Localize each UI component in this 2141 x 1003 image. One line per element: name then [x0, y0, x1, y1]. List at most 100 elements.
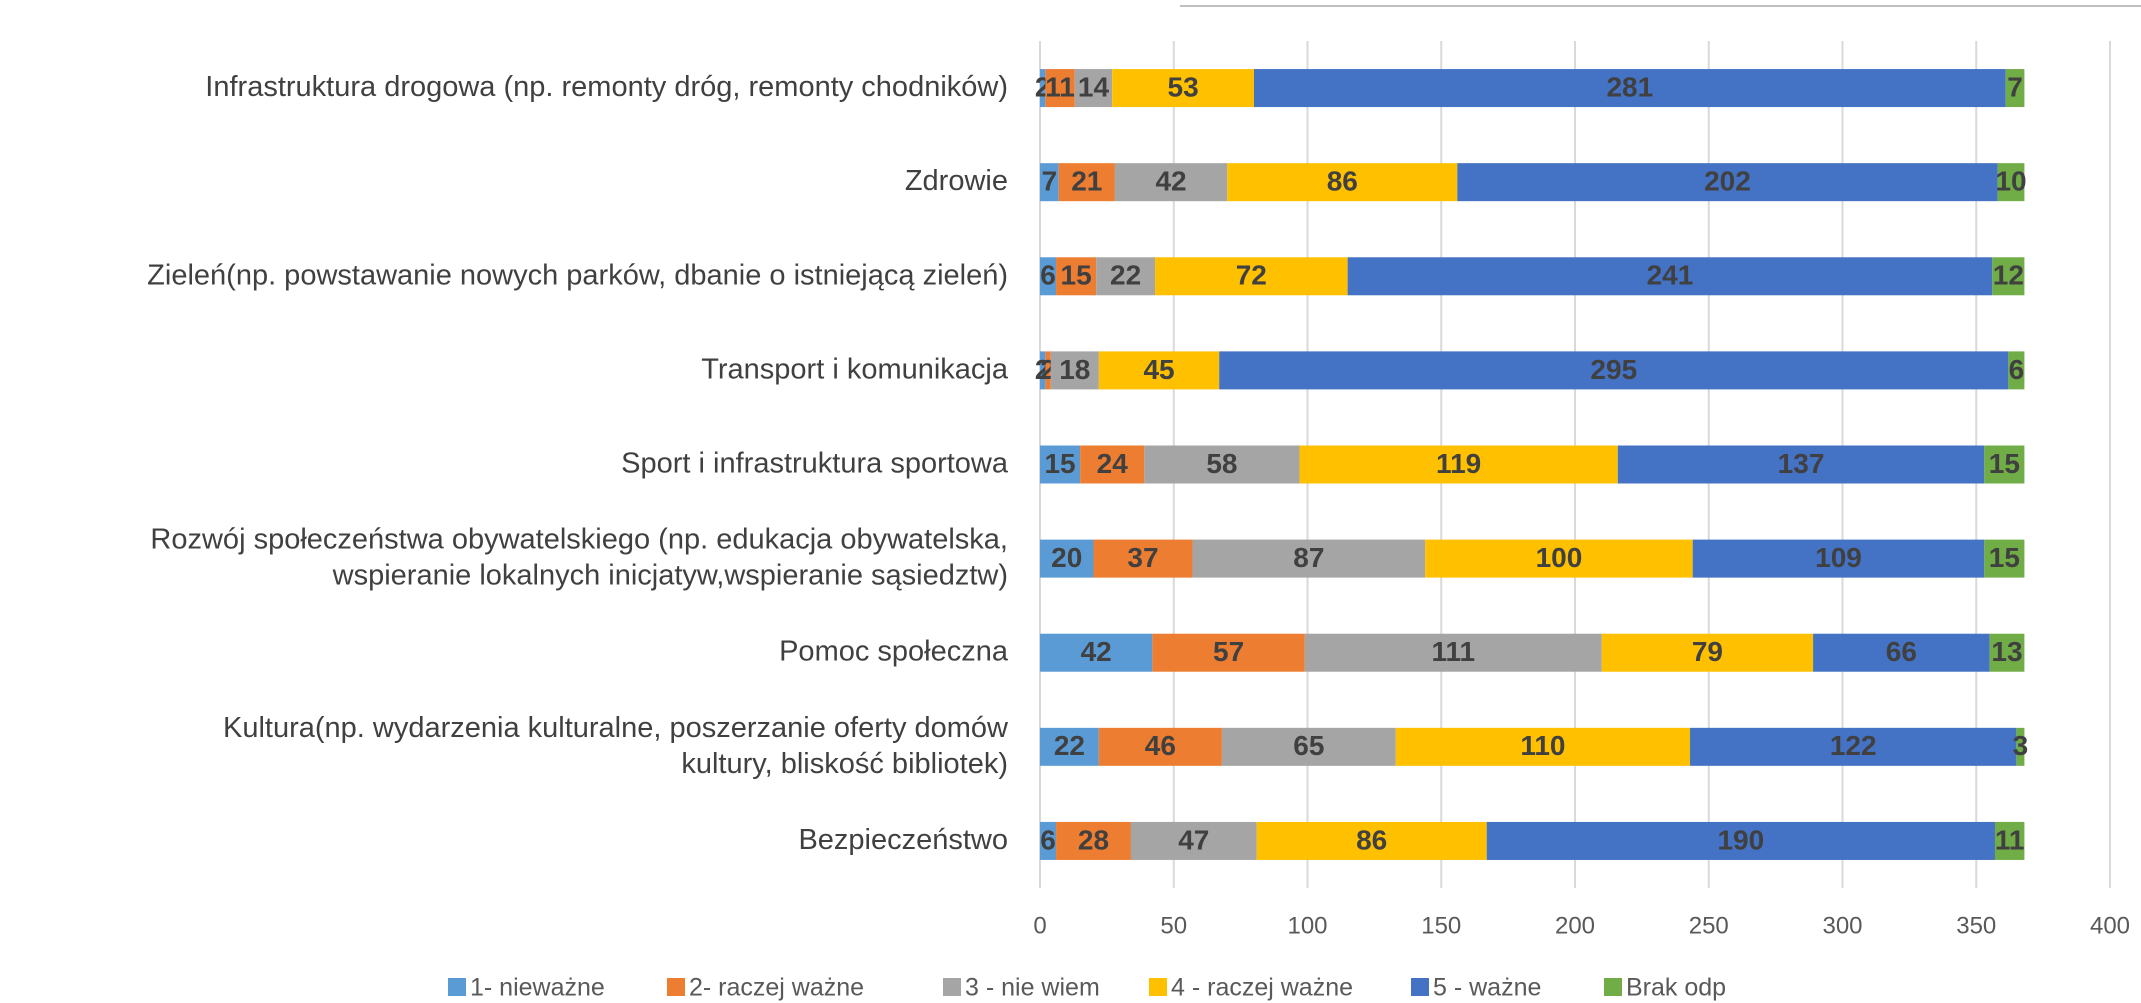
data-label: 7 [1042, 166, 1058, 197]
data-label: 46 [1145, 730, 1176, 761]
data-label: 14 [1078, 71, 1110, 102]
bar-segment [1040, 351, 1046, 390]
data-label: 66 [1886, 636, 1917, 667]
bar-segment [1304, 633, 1602, 672]
bar-segment [1040, 633, 1153, 672]
bar-segment [1601, 633, 1814, 672]
data-label: 3 [2013, 730, 2029, 761]
x-tick-label: 400 [2090, 912, 2130, 939]
data-label: 241 [1647, 260, 1694, 291]
data-label: 15 [1989, 448, 2020, 479]
bar-segment [1040, 727, 1099, 766]
data-label: 86 [1327, 166, 1358, 197]
data-label: 37 [1127, 542, 1158, 573]
bar-segment [1155, 257, 1348, 296]
bar-segment [1056, 257, 1097, 296]
data-label: 119 [1436, 448, 1481, 479]
legend-swatch [943, 978, 961, 996]
bar-segment [1254, 69, 2006, 108]
data-label: 122 [1830, 730, 1877, 761]
bar-segment [1096, 257, 1156, 296]
category-label: Zdrowie [905, 165, 1008, 197]
data-label: 42 [1155, 166, 1186, 197]
data-label: 72 [1236, 260, 1267, 291]
bar-segment [1227, 163, 1458, 202]
bar-segment [1994, 821, 2025, 860]
legend-label: 1- nieważne [470, 974, 605, 1002]
category-label: Transport i komunikacja [701, 353, 1009, 385]
data-label: 100 [1536, 542, 1583, 573]
data-label: 11 [1995, 824, 2025, 855]
bar-segment [1992, 257, 2025, 296]
bar-segment [1040, 445, 1081, 484]
category-label: Rozwój społeczeństwa obywatelskiego (np.… [150, 523, 1008, 591]
data-label: 109 [1815, 542, 1862, 573]
bar-segment [1114, 163, 1228, 202]
bar-segment [1617, 445, 1985, 484]
data-label: 202 [1704, 166, 1751, 197]
bar-segment [1098, 351, 1220, 390]
category-label: Bezpieczeństwo [798, 824, 1008, 856]
legend-swatch [1604, 978, 1622, 996]
bar-segment [1040, 257, 1057, 296]
category-label: Infrastruktura drogowa (np. remonty dróg… [205, 71, 1008, 103]
data-label: 24 [1097, 448, 1129, 479]
data-label: 65 [1293, 730, 1324, 761]
data-label: 53 [1168, 71, 1199, 102]
data-label: 110 [1520, 730, 1565, 761]
x-tick-label: 0 [1033, 912, 1046, 939]
bar-segment [1040, 69, 1046, 108]
legend-label: 2- raczej ważne [689, 974, 864, 1002]
data-label: 6 [1040, 824, 1056, 855]
data-label: 57 [1213, 636, 1244, 667]
data-label: 10 [1995, 166, 2026, 197]
bar-segment [1040, 821, 1057, 860]
bar-segment [1221, 727, 1396, 766]
bar-segment [1050, 351, 1099, 390]
bar-segment [1152, 633, 1305, 672]
data-label: 86 [1356, 824, 1387, 855]
data-label: 295 [1590, 354, 1637, 385]
bar-segment [1056, 821, 1131, 860]
data-label: 21 [1071, 166, 1102, 197]
bar-segment [1093, 539, 1193, 578]
bar-segment [1040, 539, 1094, 578]
bar-segment [1813, 633, 1990, 672]
bar-segment [1690, 727, 2017, 766]
data-label: 22 [1110, 260, 1141, 291]
data-label: 12 [1993, 260, 2024, 291]
data-label: 45 [1143, 354, 1174, 385]
bar-segment [2016, 727, 2025, 766]
data-label: 20 [1051, 542, 1082, 573]
category-label: Sport i infrastruktura sportowa [621, 447, 1009, 479]
data-label: 6 [2009, 354, 2025, 385]
legend-swatch [1149, 978, 1167, 996]
category-label: Kultura(np. wydarzenia kulturalne, posze… [223, 711, 1009, 779]
bar-segment [1457, 163, 1998, 202]
bar-segment [1997, 163, 2025, 202]
x-tick-label: 100 [1287, 912, 1327, 939]
data-label: 18 [1059, 354, 1090, 385]
bar-segment [1486, 821, 1995, 860]
x-tick-label: 300 [1822, 912, 1862, 939]
legend-label: Brak odp [1626, 974, 1726, 1002]
bar-segment [1256, 821, 1487, 860]
data-label: 137 [1778, 448, 1825, 479]
data-label: 87 [1293, 542, 1324, 573]
bar-segment [1989, 633, 2025, 672]
data-label: 190 [1717, 824, 1764, 855]
bar-segment [1045, 351, 1051, 390]
legend-label: 5 - ważne [1433, 974, 1541, 1002]
x-tick-label: 150 [1421, 912, 1461, 939]
data-label: 11 [1045, 71, 1075, 102]
bar-segment [1058, 163, 1115, 202]
bar-segment [1112, 69, 1254, 108]
bar-segment [1144, 445, 1300, 484]
bar-segment [1984, 539, 2025, 578]
bar-segment [2008, 351, 2025, 390]
data-label: 79 [1692, 636, 1723, 667]
data-label: 111 [1431, 636, 1475, 667]
x-tick-label: 350 [1956, 912, 1996, 939]
bar-segment [1299, 445, 1618, 484]
